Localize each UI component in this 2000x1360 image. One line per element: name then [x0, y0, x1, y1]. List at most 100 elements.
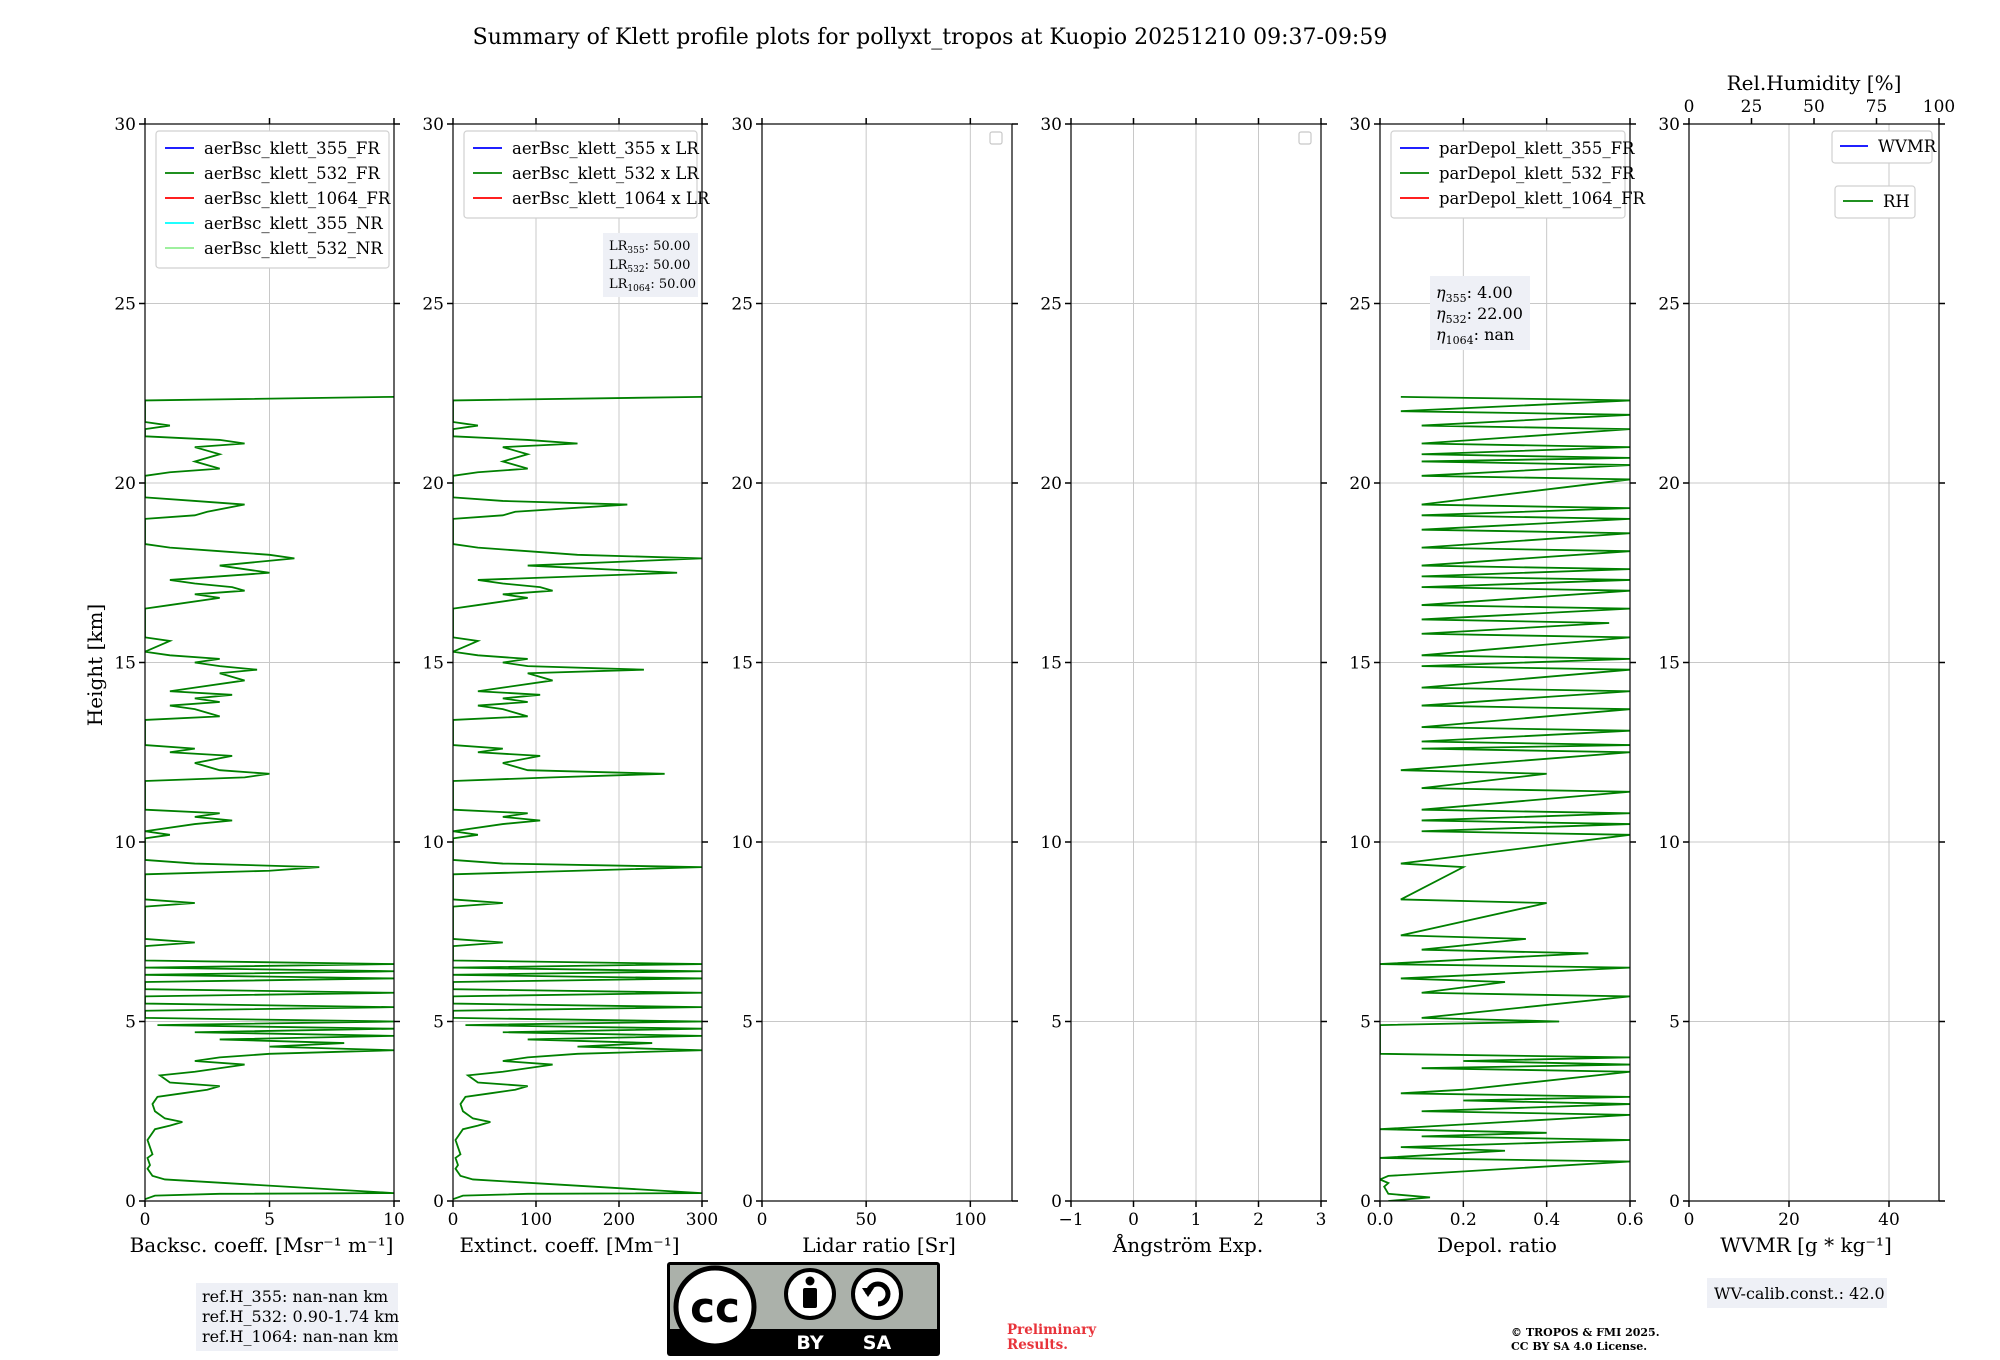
top-x-tick-label: 0 [1684, 97, 1695, 117]
y-tick-label: 30 [114, 115, 136, 135]
eta-value: : 4.00 [1467, 283, 1513, 302]
preliminary-results-text: Results. [1007, 1337, 1068, 1353]
y-tick-label: 0 [1669, 1192, 1680, 1212]
legend-entry: aerBsc_klett_532_NR [204, 239, 383, 258]
y-tick-label: 25 [422, 295, 444, 315]
empty-legend-box [989, 131, 1003, 145]
x-tick-label: 20 [1778, 1210, 1800, 1230]
cc-circle [673, 1265, 757, 1349]
y-tick-label: 15 [1040, 654, 1062, 674]
lr-sub: 355 [627, 246, 644, 256]
legend-entry: parDepol_klett_532_FR [1439, 164, 1635, 183]
sa-arrow-head [862, 1288, 874, 1297]
x-tick-label: 1 [1191, 1210, 1202, 1230]
eta-value: : 22.00 [1467, 304, 1523, 323]
legend-frame [1831, 130, 1933, 164]
top-x-tick-label: 25 [1741, 97, 1763, 117]
top-x-tick-label: 100 [1923, 97, 1955, 117]
legend-entry: parDepol_klett_1064_FR [1439, 189, 1646, 208]
y-tick-label: 15 [731, 654, 753, 674]
y-tick-label: 5 [1669, 1013, 1680, 1033]
ref-height-entry: ref.H_355: nan-nan km [202, 1287, 388, 1306]
top-x-tick-label: 75 [1866, 97, 1888, 117]
empty-legend-box [1298, 131, 1312, 145]
eta-sub: 355 [1446, 292, 1467, 305]
lr-sub: 1064 [627, 284, 650, 294]
x-tick-label: 3 [1316, 1210, 1327, 1230]
y-tick-label: 20 [1658, 474, 1680, 494]
x-tick-label: 0.4 [1533, 1210, 1560, 1230]
sa-label: SA [863, 1332, 892, 1354]
y-tick-label: 0 [742, 1192, 753, 1212]
info-box-bg [196, 1283, 398, 1351]
y-axis-label: Height [km] [83, 604, 107, 726]
x-tick-label: 40 [1878, 1210, 1900, 1230]
legend-entry: aerBsc_klett_1064 x LR [512, 189, 710, 208]
lr-value: : 50.00 [645, 239, 691, 254]
y-tick-label: 20 [731, 474, 753, 494]
x-tick-label: 0 [757, 1210, 768, 1230]
legend-frame [463, 130, 698, 219]
x-axis-label: WVMR [g * kg⁻¹] [1720, 1233, 1892, 1257]
y-tick-label: 5 [433, 1013, 444, 1033]
preliminary-results-text: Preliminary [1007, 1322, 1097, 1338]
x-tick-label: 0 [448, 1210, 459, 1230]
x-tick-label: 0 [1684, 1210, 1695, 1230]
x-tick-label: 0 [1128, 1210, 1139, 1230]
x-tick-label: 0.2 [1450, 1210, 1477, 1230]
legend-entry: WVMR [1878, 137, 1937, 156]
y-tick-label: 30 [422, 115, 444, 135]
eta-value: : nan [1474, 325, 1515, 344]
y-tick-label: 10 [1349, 833, 1371, 853]
figure-title: Summary of Klett profile plots for polly… [473, 25, 1388, 50]
x-axis-label: Extinct. coeff. [Mm⁻¹] [459, 1233, 679, 1257]
top-axis-label: Rel.Humidity [%] [1727, 71, 1902, 95]
legend-frame [155, 130, 390, 269]
top-x-tick-label: 50 [1803, 97, 1825, 117]
eta-entry: η532: 22.00 [1436, 304, 1523, 326]
series-line-aerBsc_klett_532 x LR [453, 395, 702, 1201]
ref-height-entry: ref.H_532: 0.90-1.74 km [202, 1307, 399, 1326]
eta-sub: 1064 [1446, 334, 1474, 347]
x-tick-label: 5 [264, 1210, 275, 1230]
lr-entry: LR355: 50.00 [609, 239, 690, 256]
panel-backscatter: 0 5 10 15 20 25 30 0 5 10 Backsc. coeff. [Msr⁻¹ m⁻… [114, 115, 405, 1351]
y-tick-label: 25 [731, 295, 753, 315]
panel-lidar_ratio: 0 5 10 15 20 25 30 0 50 100 Lidar ratio [Sr] [731, 115, 1018, 1257]
legend-entry: parDepol_klett_355_FR [1439, 139, 1635, 158]
x-tick-label: 200 [603, 1210, 635, 1230]
ref-height-entry: ref.H_1064: nan-nan km [202, 1327, 398, 1346]
y-tick-label: 5 [1051, 1013, 1062, 1033]
lr-entry: LR1064: 50.00 [609, 277, 696, 294]
sa-circle [851, 1268, 903, 1320]
legend-depol: parDepol_klett_355_FR parDepol_klett_532_… [1390, 130, 1646, 219]
legend-frame [1834, 185, 1916, 219]
by-person-head [805, 1276, 815, 1286]
legend-entry: aerBsc_klett_1064_FR [204, 189, 391, 208]
x-tick-label: 300 [686, 1210, 718, 1230]
y-tick-label: 0 [433, 1192, 444, 1212]
x-axis-label: Lidar ratio [Sr] [802, 1233, 956, 1257]
y-tick-label: 20 [114, 474, 136, 494]
info-box-bg [1430, 276, 1530, 350]
x-tick-label: −1 [1058, 1210, 1083, 1230]
wv-calib-entry: WV-calib.const.: 42.0 [1714, 1284, 1885, 1303]
legend-entry: aerBsc_klett_532_FR [204, 164, 380, 183]
y-tick-label: 25 [1658, 295, 1680, 315]
lr-base: LR [609, 277, 629, 292]
y-tick-label: 25 [1040, 295, 1062, 315]
legend-entry: aerBsc_klett_355_FR [204, 139, 380, 158]
info-box-bg [1707, 1278, 1887, 1308]
panel-depol: 0 5 10 15 20 25 30 0.0 0.2 0.4 0.6 Depol. ratio parD… [1349, 115, 1645, 1257]
y-tick-label: 25 [114, 295, 136, 315]
x-tick-label: 100 [954, 1210, 986, 1230]
annotation-box-wvmr: WV-calib.const.: 42.0 [1707, 1278, 1887, 1308]
eta-sub: 532 [1446, 313, 1467, 326]
